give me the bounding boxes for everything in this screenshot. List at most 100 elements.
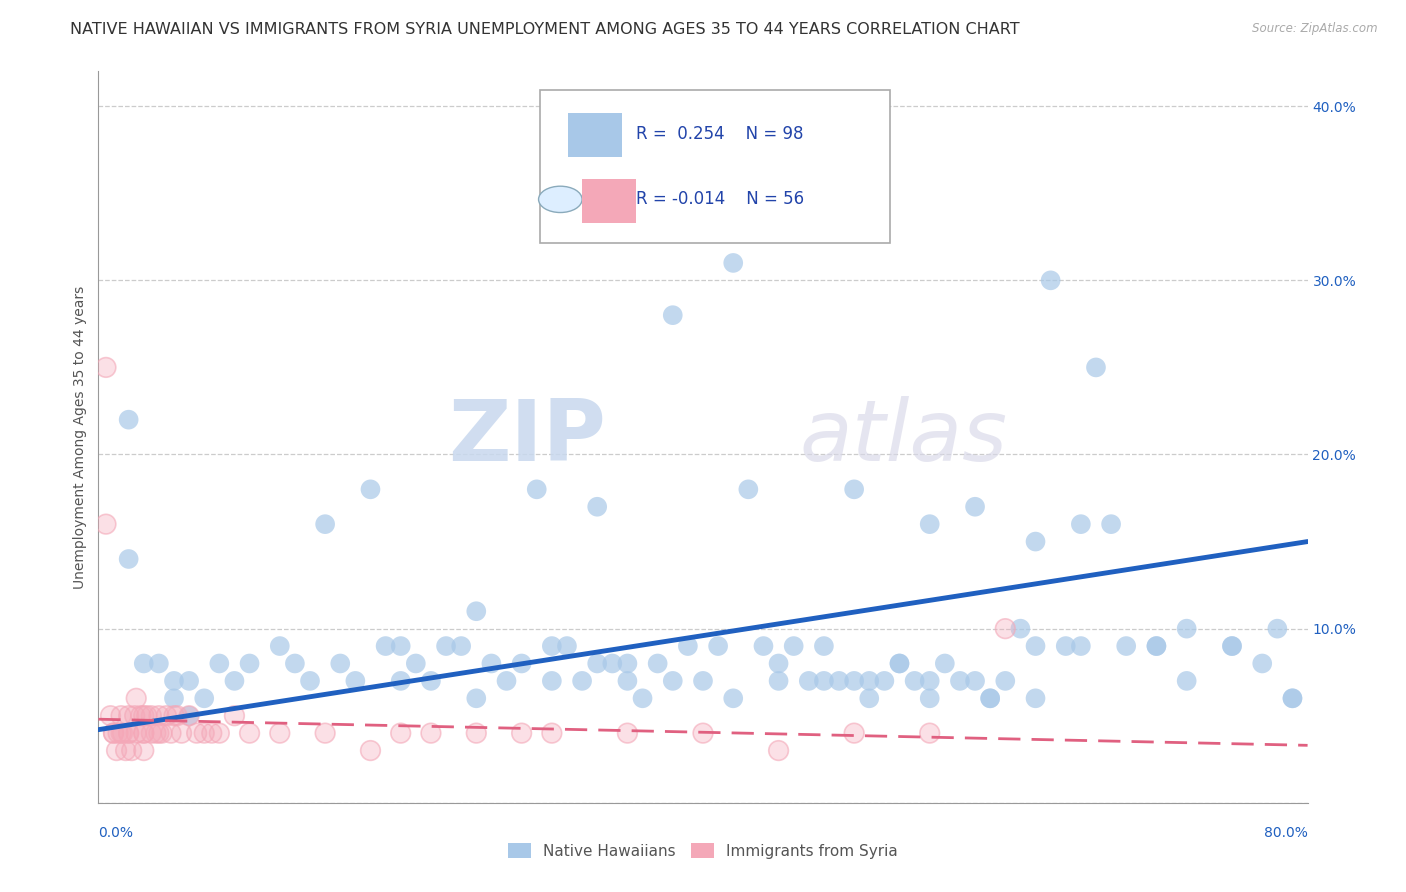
Point [965,500,987,514]
Point [118,726,141,740]
Point [783,639,806,653]
Point [105,743,128,757]
Point [360,743,382,757]
Bar [568,113,621,157]
Point [540,726,562,740]
Point [540,673,562,688]
Point [768,743,790,757]
Point [148,708,170,723]
Point [1024,534,1046,549]
Point [1220,639,1243,653]
Point [103,726,125,740]
Point [510,726,533,740]
Bar [582,179,637,223]
Point [647,657,669,671]
Point [160,726,183,740]
Point [797,673,820,688]
Point [405,657,427,671]
Point [110,726,132,740]
Point [163,673,186,688]
Point [124,708,146,723]
Point [103,726,125,740]
Point [94,360,117,375]
Point [994,622,1017,636]
Point [374,639,396,653]
Point [844,483,866,497]
Point [873,673,896,688]
Point [179,708,201,723]
Point [1070,517,1092,532]
Point [166,708,188,723]
Point [118,726,141,740]
Point [155,708,177,723]
Point [141,726,163,740]
Point [723,691,745,706]
Point [201,726,224,740]
Point [828,673,851,688]
Text: NATIVE HAWAIIAN VS IMMIGRANTS FROM SYRIA UNEMPLOYMENT AMONG AGES 35 TO 44 YEARS : NATIVE HAWAIIAN VS IMMIGRANTS FROM SYRIA… [70,22,1019,37]
Point [201,726,224,740]
Point [103,726,125,740]
Point [224,708,246,723]
Point [692,726,714,740]
Point [118,708,141,723]
Point [1251,657,1274,671]
Point [166,708,188,723]
Text: ZIP: ZIP [449,395,606,479]
Point [170,726,193,740]
Point [481,657,503,671]
Point [858,673,880,688]
Point [1024,639,1046,653]
Point [844,673,866,688]
Point [145,726,167,740]
Point [132,743,155,757]
Point [125,691,148,706]
Point [889,657,911,671]
Point [934,657,956,671]
Point [631,691,654,706]
Text: R = -0.014    N = 56: R = -0.014 N = 56 [637,190,804,209]
Point [1267,622,1289,636]
Point [844,726,866,740]
Point [616,726,638,740]
Point [768,657,790,671]
Point [526,483,548,497]
Point [540,726,562,740]
Point [111,726,134,740]
Point [110,708,132,723]
Point [269,639,291,653]
Point [344,673,367,688]
Point [111,726,134,740]
Point [1010,622,1032,636]
Point [118,552,141,566]
Point [1115,639,1137,653]
Point [155,708,177,723]
Point [118,708,141,723]
Point [148,708,170,723]
Point [360,743,382,757]
Point [148,657,170,671]
Point [465,726,488,740]
Text: 0.0%: 0.0% [98,826,134,840]
Point [314,517,336,532]
Point [145,726,167,740]
Point [163,708,186,723]
Point [208,726,231,740]
Point [269,726,291,740]
Point [389,726,412,740]
Point [208,657,231,671]
Point [100,708,122,723]
Point [752,639,775,653]
Point [94,517,117,532]
Point [360,483,382,497]
Point [132,726,155,740]
Point [94,517,117,532]
Point [994,673,1017,688]
Point [420,726,443,740]
Point [662,673,685,688]
Point [135,708,157,723]
Point [314,726,336,740]
Point [662,308,685,322]
Point [132,657,155,671]
Point [707,639,730,653]
